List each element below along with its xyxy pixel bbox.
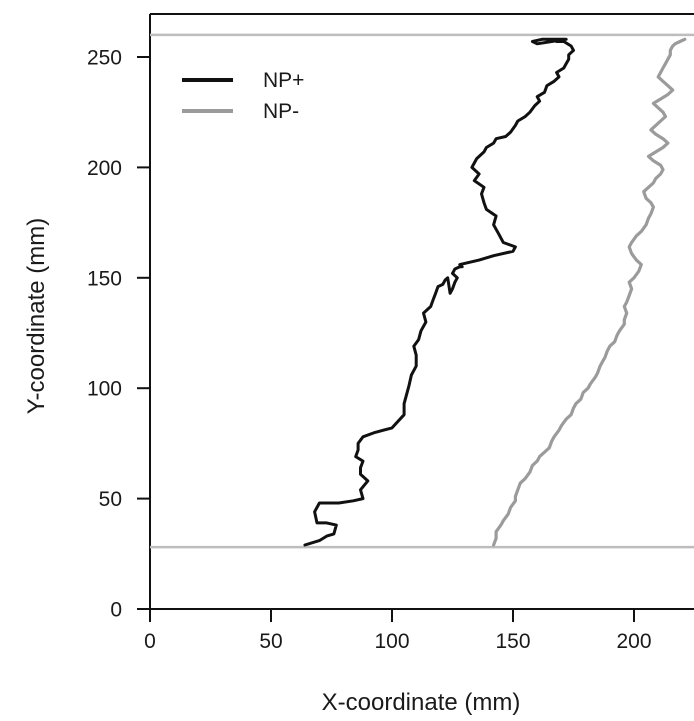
x-tick-label-50: 50 (259, 630, 282, 653)
y-tick-label-100: 100 (87, 378, 122, 401)
series-line-np-minus (492, 37, 687, 547)
y-axis: 0 50 100 150 200 250 (87, 47, 150, 622)
x-tick-label-150: 150 (495, 630, 530, 653)
x-tick-label-100: 100 (374, 630, 409, 653)
series-line-np-plus (303, 37, 575, 547)
x-tick-label-0: 0 (144, 630, 156, 653)
plot-area (149, 13, 694, 610)
y-tick-label-0: 0 (110, 599, 122, 622)
y-tick-label-200: 200 (87, 157, 122, 180)
y-tick-label-150: 150 (87, 267, 122, 290)
reference-lines (150, 33, 694, 549)
legend-label-np-plus: NP+ (263, 69, 304, 92)
y-axis-title: Y-coordinate (mm) (23, 218, 50, 415)
legend: NP+ NP- (182, 69, 304, 123)
legend-label-np-minus: NP- (263, 100, 299, 123)
x-axis: 0 50 100 150 200 (144, 609, 652, 653)
y-tick-label-50: 50 (99, 488, 122, 511)
x-axis-title: X-coordinate (mm) (322, 689, 521, 716)
y-tick-label-250: 250 (87, 47, 122, 70)
series-group (303, 37, 687, 547)
x-tick-label-200: 200 (616, 630, 651, 653)
